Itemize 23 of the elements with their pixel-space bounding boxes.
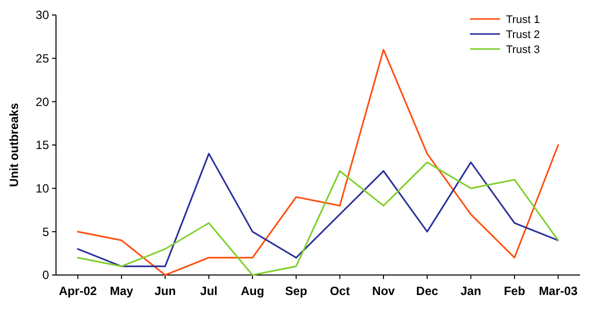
x-tick-label: Nov xyxy=(372,284,396,298)
x-tick-label: Sep xyxy=(285,284,308,298)
legend-label: Trust 2 xyxy=(506,28,540,41)
y-tick-label: 25 xyxy=(36,52,50,66)
y-axis-title: Unit outbreaks xyxy=(7,102,21,188)
x-tick-label: Jun xyxy=(154,284,176,298)
y-tick-label: 20 xyxy=(36,94,50,109)
x-tick-label: Jan xyxy=(460,284,482,298)
legend-label: Trust 3 xyxy=(506,44,540,56)
x-tick-label: Feb xyxy=(504,284,526,298)
y-tick-label: 10 xyxy=(36,182,50,196)
y-tick-label: 0 xyxy=(42,268,50,282)
y-tick-label: 15 xyxy=(36,138,50,152)
y-tick-label: 30 xyxy=(36,8,50,22)
legend-label: Trust 1 xyxy=(506,14,540,26)
x-tick-label: Jul xyxy=(200,284,218,298)
x-tick-label: Oct xyxy=(330,284,350,298)
x-tick-label: May xyxy=(110,284,134,298)
x-tick-label: Mar-03 xyxy=(538,284,578,298)
y-tick-label: 5 xyxy=(42,224,50,239)
x-tick-label: Apr-02 xyxy=(58,284,98,298)
x-tick-label: Dec xyxy=(416,284,438,298)
x-tick-label: Aug xyxy=(240,284,264,298)
